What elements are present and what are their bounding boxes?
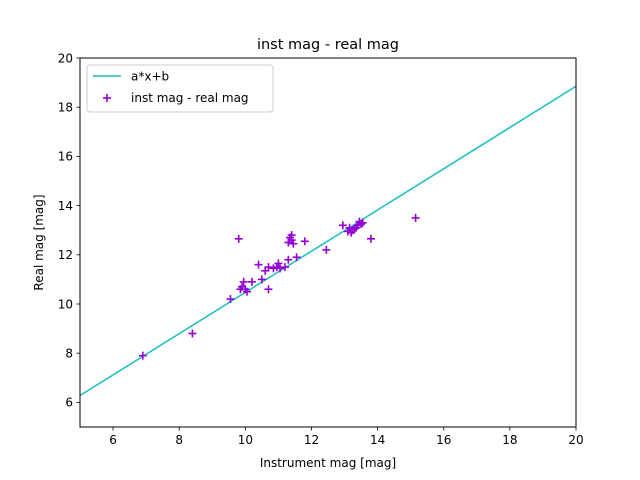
- data-point: [138, 351, 147, 360]
- data-point: [274, 259, 283, 268]
- data-point: [411, 213, 420, 222]
- x-tick-label: 20: [568, 433, 583, 447]
- legend-box: [86, 64, 274, 113]
- legend-plus-swatch: [103, 94, 111, 102]
- data-point: [358, 218, 367, 227]
- data-point: [188, 329, 197, 338]
- y-tick-label: 14: [58, 199, 73, 213]
- fit-line: [80, 85, 576, 397]
- legend-label-points: inst mag - real mag: [131, 91, 249, 105]
- data-point: [281, 263, 290, 272]
- data-point: [292, 253, 301, 262]
- x-tick-label: 16: [436, 433, 451, 447]
- y-tick-label: 12: [58, 248, 73, 262]
- data-point: [254, 260, 263, 269]
- legend-plus-marker: [103, 94, 111, 102]
- data-point: [300, 237, 309, 246]
- x-tick-label: 10: [238, 433, 253, 447]
- data-point: [242, 287, 251, 296]
- data-point: [234, 234, 243, 243]
- y-axis-label: Real mag [mag]: [32, 194, 46, 290]
- y-tick-label: 6: [65, 396, 73, 410]
- x-tick-label: 6: [109, 433, 117, 447]
- x-tick-label: 8: [175, 433, 183, 447]
- x-axis: 6 8 10 12 14 16 18 20: [109, 427, 584, 447]
- x-tick-label: 18: [502, 433, 517, 447]
- y-tick-label: 10: [58, 297, 73, 311]
- y-tick-label: 20: [58, 51, 73, 65]
- data-point: [289, 239, 298, 248]
- plot-marks: [80, 85, 576, 397]
- x-tick-label: 14: [370, 433, 385, 447]
- x-tick-label: 12: [304, 433, 319, 447]
- data-point: [322, 245, 331, 254]
- legend: a*x+b inst mag - real mag: [86, 64, 274, 113]
- data-point: [247, 277, 256, 286]
- y-tick-label: 8: [65, 347, 73, 361]
- x-axis-label: Instrument mag [mag]: [260, 456, 396, 470]
- data-point: [264, 285, 273, 294]
- y-tick-label: 16: [58, 150, 73, 164]
- chart-title: inst mag - real mag: [257, 37, 399, 53]
- plot-frame: [79, 57, 577, 428]
- data-point: [264, 263, 273, 272]
- y-tick-label: 18: [58, 101, 73, 115]
- data-point: [357, 220, 366, 229]
- data-point: [287, 236, 296, 245]
- data-point: [366, 234, 375, 243]
- y-axis: 6 8 10 12 14 16 18 20: [58, 51, 80, 410]
- data-point: [284, 255, 293, 264]
- data-point: [226, 295, 235, 304]
- data-point: [239, 277, 248, 286]
- data-point: [338, 221, 347, 230]
- data-point: [257, 275, 266, 284]
- legend-label-fit: a*x+b: [131, 70, 169, 84]
- data-point: [276, 264, 285, 273]
